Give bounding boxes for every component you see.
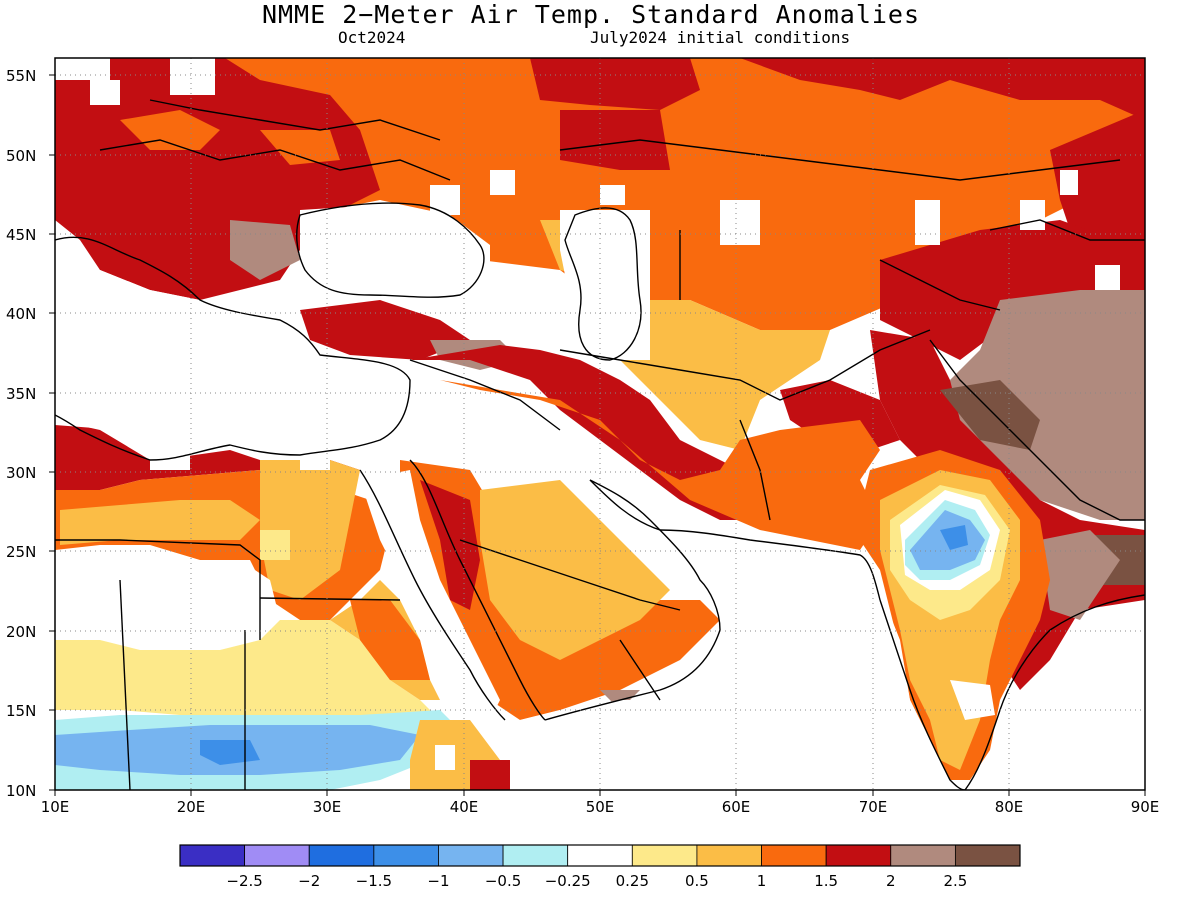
lat-label-55n: 55N: [6, 67, 36, 85]
lat-label-40n: 40N: [6, 305, 36, 323]
colorbar-label: −2.5: [226, 872, 262, 890]
lon-label-40e: 40E: [450, 798, 479, 816]
lat-label-15n: 15N: [6, 702, 36, 720]
coastlines-borders: [55, 99, 1145, 790]
colorbar-label: 2: [886, 872, 896, 890]
colorbar-labels: −2.5 −2 −1.5 −1 −0.5 −0.25 0.25 0.5 1 1.5 2 2.5: [226, 872, 967, 890]
colorbar-label: −0.25: [545, 872, 591, 890]
colorbar-swatch: [567, 844, 633, 867]
colorbar-swatch: [696, 844, 762, 867]
lat-label-20n: 20N: [6, 623, 36, 641]
colorbar-swatch: [438, 844, 504, 867]
lon-label-20e: 20E: [177, 798, 206, 816]
map-title: NMME 2−Meter Air Temp. Standard Anomalie…: [261, 0, 921, 29]
gridlines: [55, 58, 1145, 790]
lat-label-35n: 35N: [6, 385, 36, 403]
lat-label-50n: 50N: [6, 147, 36, 165]
lon-label-30e: 30E: [313, 798, 342, 816]
lon-label-60e: 60E: [722, 798, 751, 816]
colorbar-swatch: [761, 844, 827, 867]
colorbar: −2.5 −2 −1.5 −1 −0.5 −0.25 0.25 0.5 1 1.5 2 2.5: [179, 844, 1021, 890]
lon-label-70e: 70E: [859, 798, 888, 816]
axis-ticks: [49, 74, 1146, 796]
colorbar-frame: [179, 844, 1021, 867]
colorbar-swatch: [954, 844, 1021, 867]
colorbar-label: −1.5: [356, 872, 392, 890]
colorbar-swatch: [308, 844, 375, 867]
colorbar-label: −0.5: [485, 872, 521, 890]
initial-conditions: July2024 initial conditions: [590, 28, 851, 47]
colorbar-swatch: [244, 844, 310, 867]
colorbar-label: −2: [298, 872, 320, 890]
colorbar-swatch: [890, 844, 956, 867]
colorbar-label: 2.5: [943, 872, 967, 890]
colorbar-label: 0.5: [685, 872, 709, 890]
colorbar-label: 1.5: [814, 872, 838, 890]
lat-label-25n: 25N: [6, 543, 36, 561]
colorbar-label: 0.25: [616, 872, 649, 890]
colorbar-swatches: [179, 844, 1021, 867]
lon-label-10e: 10E: [41, 798, 70, 816]
lon-label-80e: 80E: [995, 798, 1024, 816]
colorbar-label: −1: [427, 872, 449, 890]
lat-label-30n: 30N: [6, 464, 36, 482]
longitude-labels: 10E 20E 30E 40E 50E 60E 70E 80E 90E: [41, 798, 1160, 816]
latitude-labels: 55N 50N 45N 40N 35N 30N 25N 20N 15N 10N: [6, 67, 36, 800]
lon-label-90e: 90E: [1131, 798, 1160, 816]
lat-label-45n: 45N: [6, 226, 36, 244]
colorbar-swatch: [631, 844, 698, 867]
lon-label-50e: 50E: [586, 798, 615, 816]
colorbar-swatch: [373, 844, 439, 867]
colorbar-swatch: [825, 844, 892, 867]
lat-label-10n: 10N: [6, 782, 36, 800]
colorbar-swatch: [502, 844, 569, 867]
forecast-month: Oct2024: [338, 28, 406, 47]
colorbar-label: 1: [757, 872, 767, 890]
colorbar-swatch: [179, 844, 246, 867]
